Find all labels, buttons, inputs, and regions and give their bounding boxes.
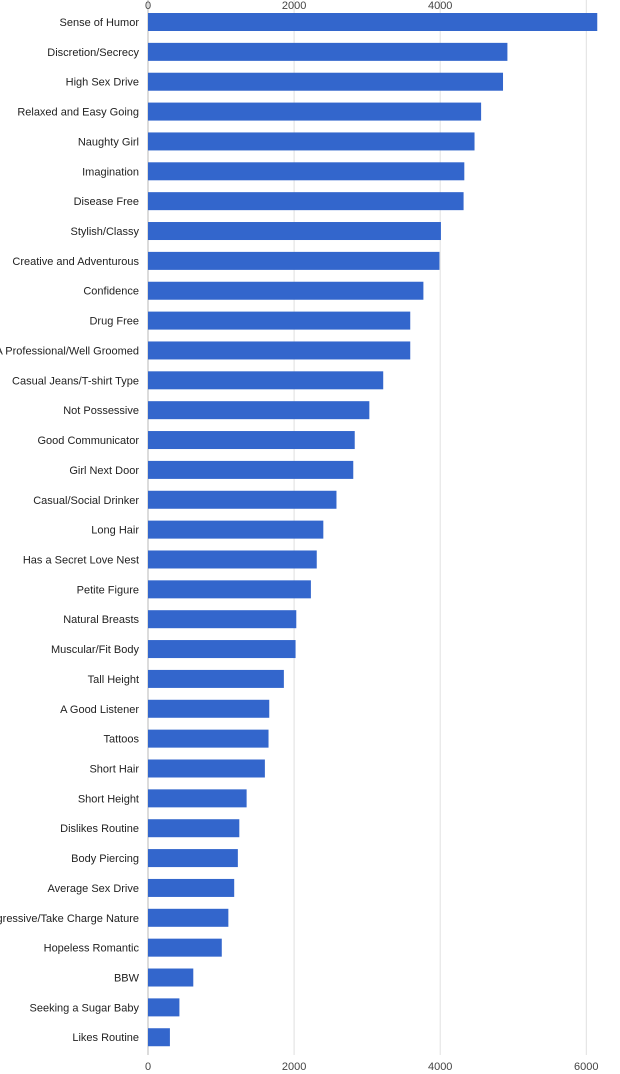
bar[interactable] xyxy=(148,908,229,927)
bar[interactable] xyxy=(148,281,424,300)
bar[interactable] xyxy=(148,251,440,270)
category-label: Body Piercing xyxy=(71,853,139,865)
bar[interactable] xyxy=(148,968,194,987)
bar[interactable] xyxy=(148,1028,170,1047)
category-label: Has a Secret Love Nest xyxy=(23,554,139,566)
category-label: Drug Free xyxy=(89,316,139,328)
bar[interactable] xyxy=(148,222,441,241)
bar[interactable] xyxy=(148,311,411,330)
category-label: Aggressive/Take Charge Nature xyxy=(0,913,139,925)
bar[interactable] xyxy=(148,42,508,61)
bar[interactable] xyxy=(148,520,324,539)
category-label: Imagination xyxy=(82,166,139,178)
category-labels: Sense of Humor Discretion/Secrecy High Sex… xyxy=(0,17,140,1044)
category-label: Casual/Social Drinker xyxy=(33,495,139,507)
bar[interactable] xyxy=(148,819,240,838)
category-label: Tall Height xyxy=(88,674,139,686)
category-label: Disease Free xyxy=(74,196,139,208)
bar[interactable] xyxy=(148,729,269,748)
category-label: Petite Figure xyxy=(77,584,139,596)
bar[interactable] xyxy=(148,341,411,360)
bars xyxy=(148,13,598,1047)
top-tick-label: 4000 xyxy=(428,0,452,12)
category-label: Dislikes Routine xyxy=(60,823,139,835)
bar[interactable] xyxy=(148,938,222,957)
category-label: Long Hair xyxy=(91,525,139,537)
bar[interactable] xyxy=(148,192,464,211)
category-label: Naughty Girl xyxy=(78,136,139,148)
category-label: Girl Next Door xyxy=(69,465,139,477)
bar[interactable] xyxy=(148,13,598,31)
category-label: Creative and Adventurous xyxy=(12,256,139,268)
category-label: A Good Listener xyxy=(60,704,139,716)
top-tick-label: 2000 xyxy=(282,0,306,12)
bar[interactable] xyxy=(148,102,482,121)
bar[interactable] xyxy=(148,72,504,91)
bar[interactable] xyxy=(148,699,270,718)
category-label: Casual Jeans/T-shirt Type xyxy=(12,375,139,387)
category-label: Good Communicator xyxy=(38,435,140,447)
bar[interactable] xyxy=(148,162,465,181)
category-label: Stylish/Classy xyxy=(71,226,140,238)
top-tick-label: 0 xyxy=(145,0,151,12)
bar[interactable] xyxy=(148,878,235,897)
bottom-tick-labels: 0 2000 4000 6000 xyxy=(145,1061,599,1073)
bar[interactable] xyxy=(148,401,370,420)
bar[interactable] xyxy=(148,998,180,1017)
category-label: Not Possessive xyxy=(63,405,139,417)
bar[interactable] xyxy=(148,789,247,808)
category-label: Confidence xyxy=(83,286,139,298)
category-label: BBW xyxy=(114,973,140,985)
category-label: High Sex Drive xyxy=(66,77,139,89)
category-label: Tattoos xyxy=(104,734,140,746)
category-label: A Professional/Well Groomed xyxy=(0,345,139,357)
bar[interactable] xyxy=(148,460,354,479)
bottom-tick-label: 6000 xyxy=(574,1061,598,1073)
bar[interactable] xyxy=(148,550,317,569)
bar[interactable] xyxy=(148,132,475,151)
top-tick-labels: 0 2000 4000 xyxy=(145,0,453,12)
category-label: Relaxed and Easy Going xyxy=(17,107,139,119)
category-label: Short Hair xyxy=(89,764,139,776)
bottom-tick-label: 4000 xyxy=(428,1061,452,1073)
category-label: Short Height xyxy=(78,793,139,805)
bottom-tick-label: 2000 xyxy=(282,1061,306,1073)
category-label: Natural Breasts xyxy=(63,614,139,626)
bar[interactable] xyxy=(148,849,238,868)
bar[interactable] xyxy=(148,610,297,629)
bar[interactable] xyxy=(148,669,284,688)
category-label: Sense of Humor xyxy=(60,17,140,29)
category-label: Muscular/Fit Body xyxy=(51,644,140,656)
bar[interactable] xyxy=(148,640,296,659)
category-label: Discretion/Secrecy xyxy=(47,47,139,59)
bar[interactable] xyxy=(148,371,384,390)
bar[interactable] xyxy=(148,431,355,450)
category-label: Hopeless Romantic xyxy=(44,943,140,955)
bar[interactable] xyxy=(148,759,265,778)
bottom-tick-label: 0 xyxy=(145,1061,151,1073)
bar[interactable] xyxy=(148,580,311,599)
bar[interactable] xyxy=(148,490,337,509)
category-label: Average Sex Drive xyxy=(47,883,139,895)
category-label: Seeking a Sugar Baby xyxy=(30,1002,140,1014)
category-label: Likes Routine xyxy=(72,1032,139,1044)
